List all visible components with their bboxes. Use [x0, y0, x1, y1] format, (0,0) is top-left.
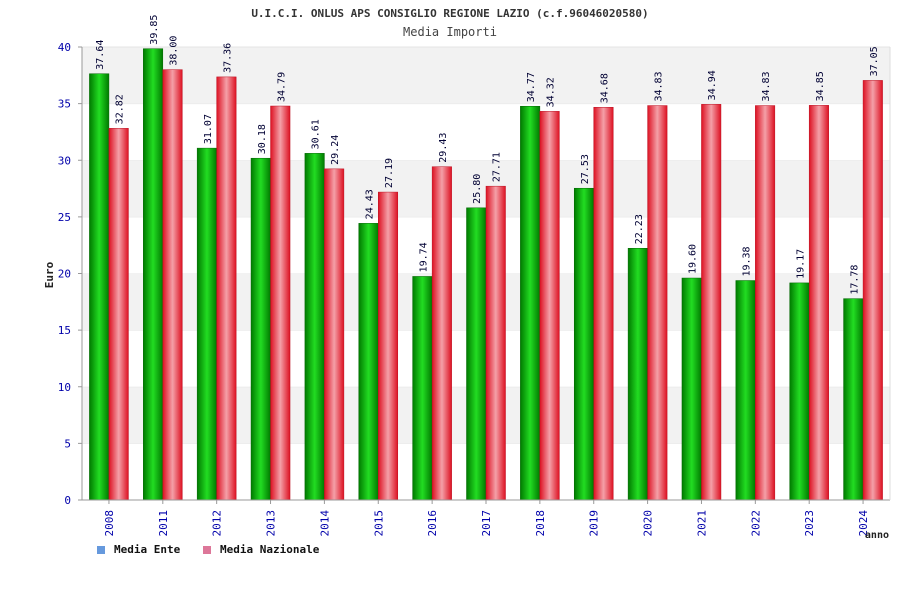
- data-label: 34.85: [815, 71, 826, 101]
- bar-media-ente-2019: [573, 187, 594, 501]
- bar-media-ente-2024: [843, 298, 864, 501]
- bar-media-ente-2021: [681, 277, 702, 501]
- data-label: 32.82: [115, 94, 126, 124]
- data-label: 39.85: [149, 15, 160, 45]
- y-tick-label: 0: [64, 494, 71, 507]
- data-label: 34.79: [276, 72, 287, 102]
- x-tick-label: 2011: [157, 510, 170, 537]
- x-tick-label: 2014: [318, 510, 331, 537]
- bar-media-nazionale-2023: [808, 105, 829, 501]
- bar-media-nazionale-2018: [539, 111, 560, 501]
- x-tick-label: 2015: [372, 510, 385, 537]
- legend-swatch-media-ente: [97, 545, 105, 554]
- data-label: 34.68: [599, 73, 610, 103]
- chart-title: U.I.C.I. ONLUS APS CONSIGLIO REGIONE LAZ…: [251, 7, 649, 20]
- data-label: 30.61: [311, 119, 322, 149]
- bar-media-nazionale-2013: [270, 105, 291, 501]
- y-tick-label: 10: [58, 381, 71, 394]
- bar-media-nazionale-2012: [216, 76, 237, 501]
- chart-subtitle: Media Importi: [403, 25, 497, 39]
- legend-label-media-ente: Media Ente: [114, 543, 181, 556]
- data-label: 34.94: [707, 70, 718, 100]
- axes: 0 5 10 15 20 25 30 35 40 2008 2011 2012 2013 2014 2015…: [58, 41, 891, 537]
- bar-media-nazionale-2024: [862, 80, 883, 501]
- x-tick-label: 2008: [103, 510, 116, 537]
- bar-media-nazionale-2020: [647, 105, 668, 501]
- bars: [89, 48, 883, 501]
- data-label: 29.43: [438, 133, 449, 163]
- y-axis-label: Euro: [43, 261, 56, 288]
- bar-media-ente-2013: [250, 157, 271, 501]
- bar-media-nazionale-2011: [162, 69, 183, 501]
- bar-media-ente-2011: [143, 48, 164, 501]
- x-tick-label: 2024: [857, 510, 870, 537]
- data-label: 34.83: [761, 71, 772, 101]
- data-label: 37.64: [95, 40, 106, 70]
- data-label: 31.07: [203, 114, 214, 144]
- bar-media-nazionale-2022: [755, 105, 776, 501]
- y-tick-label: 25: [58, 211, 71, 224]
- data-label: 27.19: [384, 158, 395, 188]
- x-tick-label: 2021: [695, 510, 708, 537]
- y-tick-label: 15: [58, 324, 71, 337]
- x-tick-label: 2018: [534, 510, 547, 537]
- y-tick-label: 35: [58, 98, 71, 111]
- bar-media-ente-2018: [520, 105, 541, 501]
- data-label: 22.23: [634, 214, 645, 244]
- data-label: 27.71: [492, 152, 503, 182]
- x-tick-label: 2012: [211, 510, 224, 537]
- y-tick-label: 20: [58, 268, 71, 281]
- data-label: 24.43: [365, 189, 376, 219]
- y-tick-label: 5: [64, 437, 71, 450]
- bar-media-ente-2017: [466, 207, 487, 501]
- x-tick-label: 2013: [265, 510, 278, 537]
- x-tick-label: 2023: [803, 510, 816, 537]
- bar-media-ente-2014: [304, 153, 325, 501]
- legend-swatch-media-nazionale: [203, 545, 211, 554]
- x-tick-label: 2016: [426, 510, 439, 537]
- x-tick-label: 2019: [588, 510, 601, 537]
- bar-media-nazionale-2014: [324, 168, 345, 501]
- data-label: 37.36: [222, 43, 233, 73]
- x-axis-label: anno: [865, 530, 889, 541]
- data-label: 19.60: [688, 244, 699, 274]
- bar-media-ente-2008: [89, 73, 110, 501]
- data-label: 27.53: [580, 154, 591, 184]
- data-label: 38.00: [169, 36, 180, 66]
- x-tick-label: 2017: [480, 510, 493, 537]
- data-label: 29.24: [330, 135, 341, 165]
- data-label: 37.05: [869, 46, 880, 76]
- data-label: 34.32: [546, 77, 557, 107]
- x-tick-label: 2022: [749, 510, 762, 537]
- legend-item-media-ente: Media Ente: [97, 543, 180, 556]
- bar-media-nazionale-2015: [378, 191, 399, 501]
- bar-media-ente-2015: [358, 223, 379, 501]
- bar-media-nazionale-2017: [485, 185, 506, 501]
- bar-media-nazionale-2021: [701, 104, 722, 501]
- bar-media-ente-2012: [196, 147, 217, 501]
- data-label: 19.38: [742, 246, 753, 276]
- x-tick-label: 2020: [642, 510, 655, 537]
- bar-media-ente-2022: [735, 280, 756, 501]
- data-label: 34.83: [653, 71, 664, 101]
- bar-media-ente-2020: [627, 247, 648, 501]
- bar-media-nazionale-2008: [108, 128, 129, 501]
- data-label: 30.18: [257, 124, 268, 154]
- bar-media-ente-2023: [789, 282, 810, 501]
- legend-item-media-nazionale: Media Nazionale: [203, 543, 319, 556]
- data-label: 19.17: [795, 249, 806, 279]
- data-labels: 37.64 32.82 39.85 38.00 31.07 37.36 30.18 34.79…: [95, 15, 880, 295]
- bar-media-nazionale-2016: [431, 166, 452, 501]
- y-tick-label: 30: [58, 154, 71, 167]
- data-label: 19.74: [418, 242, 429, 272]
- data-label: 34.77: [526, 72, 537, 102]
- bar-media-ente-2016: [412, 276, 433, 501]
- y-tick-label: 40: [58, 41, 71, 54]
- data-label: 17.78: [849, 265, 860, 295]
- legend-label-media-nazionale: Media Nazionale: [220, 543, 320, 556]
- bar-media-nazionale-2019: [593, 106, 614, 501]
- data-label: 25.80: [472, 174, 483, 204]
